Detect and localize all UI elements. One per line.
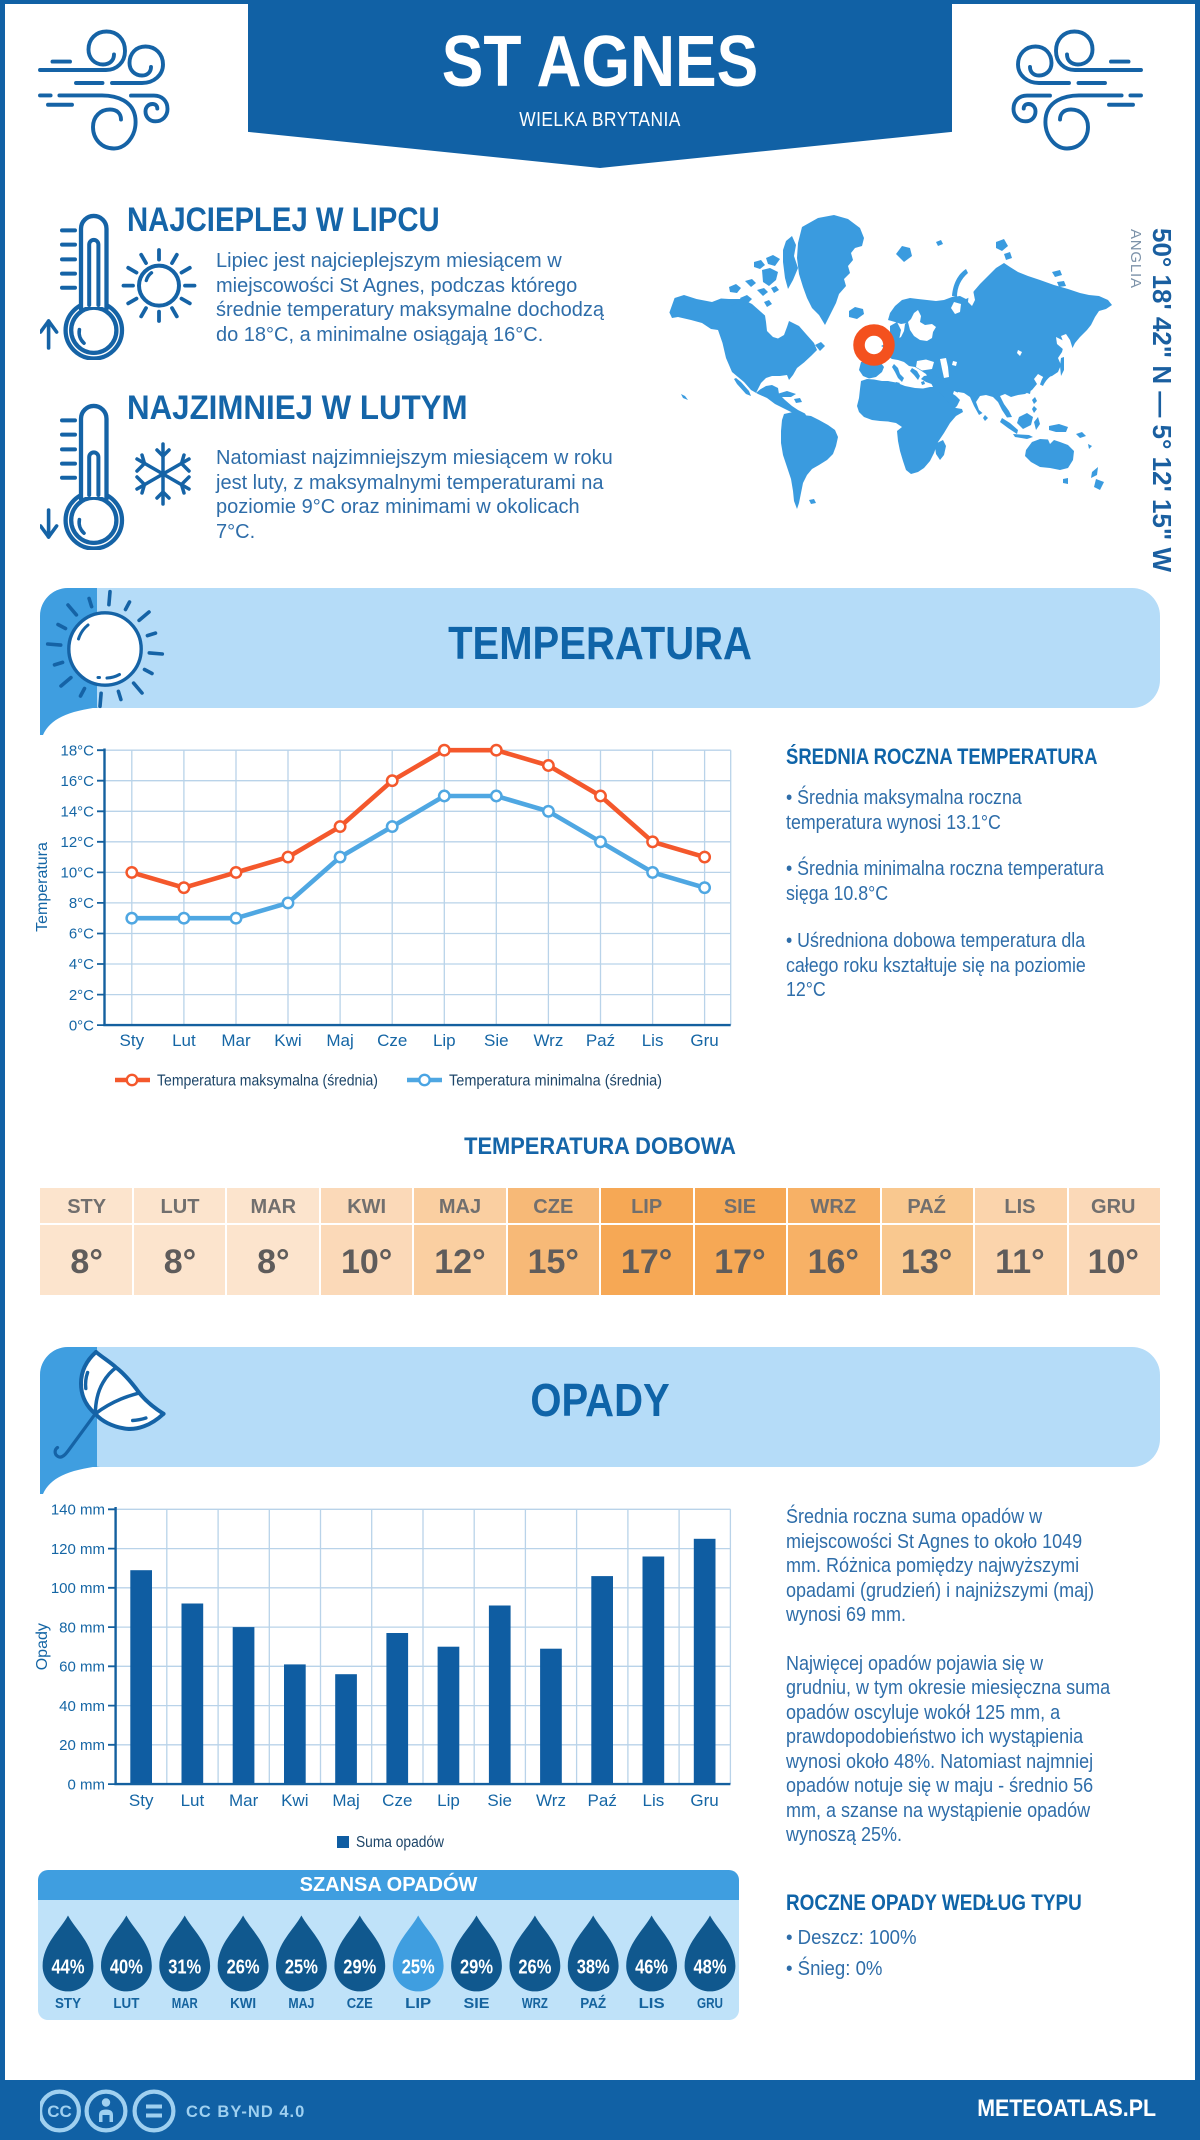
svg-text:18°C: 18°C	[60, 742, 94, 759]
svg-text:Cze: Cze	[377, 1031, 407, 1050]
svg-text:Lip: Lip	[433, 1031, 456, 1050]
svg-text:Wrz: Wrz	[533, 1031, 563, 1050]
svg-text:Lut: Lut	[172, 1031, 196, 1050]
svg-text:CC: CC	[47, 2102, 72, 2121]
svg-text:38%: 38%	[577, 1957, 610, 1979]
svg-text:29%: 29%	[460, 1957, 493, 1979]
svg-text:Maj: Maj	[332, 1791, 359, 1810]
svg-text:Lip: Lip	[437, 1791, 460, 1810]
svg-text:Lut: Lut	[181, 1791, 205, 1810]
svg-text:LUT: LUT	[113, 1996, 139, 2012]
svg-text:31%: 31%	[168, 1957, 201, 1979]
svg-text:LIS: LIS	[639, 1996, 665, 2012]
svg-text:Kwi: Kwi	[281, 1791, 308, 1810]
svg-text:140 mm: 140 mm	[51, 1502, 105, 1519]
svg-text:Lis: Lis	[643, 1791, 665, 1810]
svg-text:Maj: Maj	[326, 1031, 353, 1050]
svg-text:80 mm: 80 mm	[59, 1619, 105, 1636]
svg-text:LIP: LIP	[405, 1996, 431, 2012]
svg-text:48%: 48%	[694, 1957, 727, 1979]
svg-text:46%: 46%	[635, 1957, 668, 1979]
svg-text:Sie: Sie	[484, 1031, 509, 1050]
svg-text:25%: 25%	[285, 1957, 318, 1979]
svg-text:Cze: Cze	[382, 1791, 412, 1810]
svg-text:MAR: MAR	[172, 1996, 198, 2012]
svg-text:Opady: Opady	[34, 1623, 51, 1670]
svg-text:Wrz: Wrz	[536, 1791, 566, 1810]
svg-text:Temperatura minimalna (średnia: Temperatura minimalna (średnia)	[449, 1073, 662, 1090]
svg-text:PAŹ: PAŹ	[580, 1995, 606, 2012]
svg-text:0 mm: 0 mm	[68, 1776, 106, 1793]
svg-text:10°C: 10°C	[60, 865, 94, 882]
svg-text:Gru: Gru	[690, 1031, 718, 1050]
svg-text:6°C: 6°C	[69, 926, 94, 943]
svg-text:Paź: Paź	[586, 1031, 615, 1050]
svg-text:Sie: Sie	[487, 1791, 512, 1810]
svg-text:26%: 26%	[227, 1957, 260, 1979]
svg-text:Sty: Sty	[129, 1791, 154, 1810]
svg-text:Kwi: Kwi	[274, 1031, 301, 1050]
svg-text:CC BY-ND 4.0: CC BY-ND 4.0	[186, 2103, 305, 2121]
svg-text:4°C: 4°C	[69, 956, 94, 973]
svg-text:2°C: 2°C	[69, 987, 94, 1004]
svg-text:26%: 26%	[518, 1957, 551, 1979]
svg-text:0°C: 0°C	[69, 1017, 94, 1034]
svg-text:Mar: Mar	[221, 1031, 251, 1050]
svg-text:Sty: Sty	[120, 1031, 145, 1050]
svg-text:20 mm: 20 mm	[59, 1737, 105, 1754]
svg-text:Temperatura maksymalna (średni: Temperatura maksymalna (średnia)	[157, 1073, 378, 1090]
svg-text:29%: 29%	[343, 1957, 376, 1979]
svg-text:14°C: 14°C	[60, 804, 94, 821]
svg-text:Suma opadów: Suma opadów	[356, 1834, 445, 1851]
svg-text:40 mm: 40 mm	[59, 1698, 105, 1715]
svg-text:SIE: SIE	[464, 1996, 490, 2012]
svg-text:8°C: 8°C	[69, 895, 94, 912]
svg-text:STY: STY	[55, 1996, 81, 2012]
svg-text:60 mm: 60 mm	[59, 1659, 105, 1676]
svg-text:40%: 40%	[110, 1957, 143, 1979]
svg-text:Paź: Paź	[588, 1791, 617, 1810]
svg-text:44%: 44%	[52, 1957, 85, 1979]
svg-text:CZE: CZE	[347, 1996, 373, 2012]
svg-text:KWI: KWI	[230, 1996, 256, 2012]
svg-text:WRZ: WRZ	[522, 1996, 548, 2012]
svg-text:MAJ: MAJ	[288, 1996, 314, 2012]
svg-text:16°C: 16°C	[60, 773, 94, 790]
svg-text:GRU: GRU	[697, 1996, 723, 2012]
svg-text:25%: 25%	[402, 1957, 435, 1979]
svg-text:Lis: Lis	[642, 1031, 664, 1050]
svg-text:100 mm: 100 mm	[51, 1580, 105, 1597]
svg-text:120 mm: 120 mm	[51, 1541, 105, 1558]
svg-text:12°C: 12°C	[60, 834, 94, 851]
svg-text:Gru: Gru	[690, 1791, 718, 1810]
svg-text:Temperatura: Temperatura	[34, 842, 51, 932]
svg-text:Mar: Mar	[229, 1791, 259, 1810]
